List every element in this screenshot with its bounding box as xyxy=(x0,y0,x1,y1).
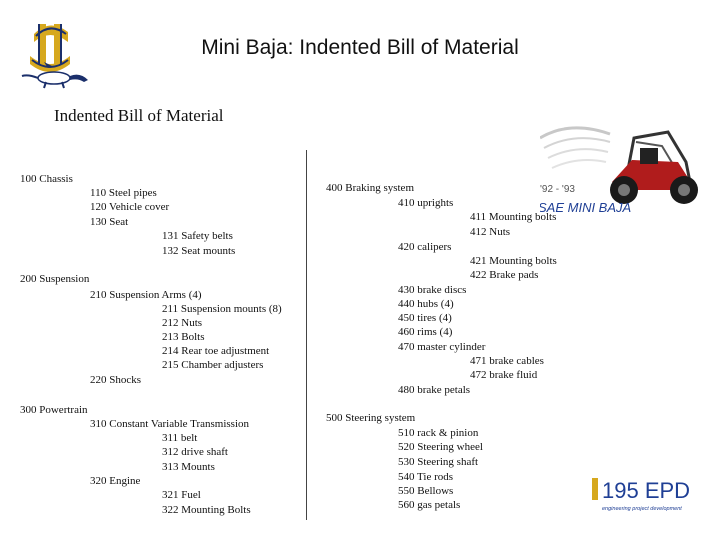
bom-assembly: 400 Braking system xyxy=(326,182,414,194)
bom-part: 211 Suspension mounts (8) xyxy=(162,303,282,315)
bom-subassembly: 550 Bellows xyxy=(398,485,454,497)
bom-subassembly: 470 master cylinder xyxy=(398,341,486,353)
bom-subassembly: 450 tires (4) xyxy=(398,312,452,324)
uci-logo xyxy=(21,24,88,89)
svg-text:'92 - '93: '92 - '93 xyxy=(540,184,575,195)
bom-part: 212 Nuts xyxy=(162,317,203,329)
bom-subassembly: 410 uprights xyxy=(398,197,454,209)
bom-part: 311 belt xyxy=(162,432,198,444)
bom-assembly: 100 Chassis xyxy=(20,173,73,185)
bom-part: 411 Mounting bolts xyxy=(470,211,557,223)
epd-logo: 195 EPD engineering project development xyxy=(592,466,696,514)
bom-part: 422 Brake pads xyxy=(470,269,539,281)
bom-part: 421 Mounting bolts xyxy=(470,255,557,267)
bom-subassembly: 220 Shocks xyxy=(90,374,142,386)
bom-subassembly: 420 calipers xyxy=(398,241,452,253)
bom-subassembly: 430 brake discs xyxy=(398,284,467,296)
bom-subassembly: 210 Suspension Arms (4) xyxy=(90,289,202,301)
bom-part: 312 drive shaft xyxy=(162,446,228,458)
bom-subassembly: 110 Steel pipes xyxy=(90,187,157,199)
bom-part: 132 Seat mounts xyxy=(162,245,236,257)
bom-part: 313 Mounts xyxy=(162,461,215,473)
bom-subassembly: 460 rims (4) xyxy=(398,326,453,338)
bom-part: 322 Mounting Bolts xyxy=(162,504,251,516)
bom-subassembly: 520 Steering wheel xyxy=(398,441,483,453)
bom-subassembly: 320 Engine xyxy=(90,475,141,487)
bom-subassembly: 510 rack & pinion xyxy=(398,427,479,439)
slide-title: Mini Baja: Indented Bill of Material xyxy=(201,36,519,59)
svg-text:UCI SAE MINI BAJA: UCI SAE MINI BAJA xyxy=(540,200,631,215)
svg-text:engineering project developmen: engineering project development xyxy=(602,506,682,512)
bom-part: 215 Chamber adjusters xyxy=(162,359,264,371)
bom-assembly: 500 Steering system xyxy=(326,412,416,424)
bom-subassembly: 540 Tie rods xyxy=(398,471,454,483)
bom-subassembly: 560 gas petals xyxy=(398,499,461,511)
bom-heading: Indented Bill of Material xyxy=(54,106,224,125)
bom-part: 321 Fuel xyxy=(162,489,201,501)
bom-subassembly: 130 Seat xyxy=(90,216,129,228)
bom-subassembly: 480 brake petals xyxy=(398,384,471,396)
bom-assembly: 300 Powertrain xyxy=(20,404,88,416)
bom-assembly: 200 Suspension xyxy=(20,273,90,285)
bom-subassembly: 440 hubs (4) xyxy=(398,298,454,310)
bom-subassembly: 530 Steering shaft xyxy=(398,456,479,468)
bom-subassembly: 310 Constant Variable Transmission xyxy=(90,418,250,430)
column-divider xyxy=(306,150,307,520)
bom-part: 472 brake fluid xyxy=(470,369,538,381)
bom-part: 471 brake cables xyxy=(470,355,544,367)
bom-part: 214 Rear toe adjustment xyxy=(162,345,270,357)
bom-part: 213 Bolts xyxy=(162,331,205,343)
bom-part: 131 Safety belts xyxy=(162,230,233,242)
mini-baja-car-image: '92 - '93 UCI SAE MINI BAJA xyxy=(540,126,698,215)
svg-text:195 EPD: 195 EPD xyxy=(602,478,690,503)
bom-subassembly: 120 Vehicle cover xyxy=(90,201,170,213)
bom-part: 412 Nuts xyxy=(470,226,511,238)
